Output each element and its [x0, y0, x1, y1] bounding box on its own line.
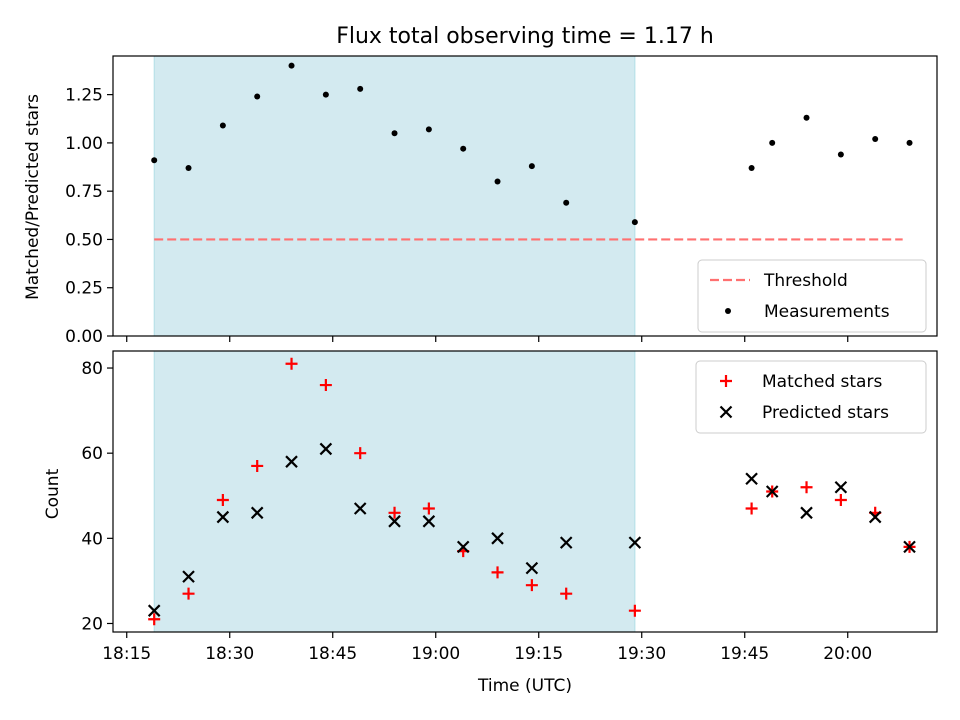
predicted-stars-point [765, 485, 779, 498]
matched-stars-point [422, 502, 435, 515]
matched-stars-point [182, 587, 195, 600]
measurements-point [322, 91, 329, 98]
x-tick-label: 18:30 [205, 644, 254, 664]
measurements-point [803, 114, 810, 121]
matched-stars-point [628, 604, 641, 617]
measurements-point [219, 122, 226, 129]
x-tick-label: 19:00 [411, 644, 460, 664]
matched-stars-point [560, 587, 573, 600]
matched-stars-point [354, 447, 367, 460]
matched-stars-point [525, 579, 538, 592]
legend-label: Predicted stars [762, 403, 889, 423]
predicted-stars-point [800, 506, 813, 520]
matched-stars-point [251, 459, 264, 472]
legend-label: Threshold [763, 271, 848, 291]
predicted-stars-point [250, 506, 264, 520]
measurements-point [151, 157, 158, 164]
predicted-stars-point [285, 455, 298, 468]
measurements-point [906, 139, 913, 146]
y-tick-label: 1.00 [65, 134, 103, 154]
matched-stars-point [319, 379, 332, 392]
matched-stars-point [216, 494, 229, 507]
matched-stars-point [834, 494, 847, 507]
legend-swatch [719, 405, 733, 419]
predicted-stars-point [745, 472, 758, 486]
measurements-point [563, 199, 570, 206]
observing-span [153, 55, 636, 337]
y-tick-label: 0.75 [65, 182, 103, 202]
predicted-stars-point [422, 515, 436, 528]
predicted-stars-point [182, 570, 195, 583]
matched-stars-point [388, 506, 401, 519]
y-tick-label: 0.25 [65, 279, 103, 299]
measurements-point [769, 139, 776, 146]
x-tick-label: 18:15 [102, 644, 151, 664]
y-tick-label: 80 [81, 359, 103, 379]
axes-frame [112, 350, 938, 633]
legend-box [697, 259, 927, 333]
measurements-point [357, 85, 364, 92]
observing-span [153, 350, 636, 633]
bottom-panel: 20 40 60 80 18:15 18:30 18:45 19:00 19:15 19:30 19… [81, 350, 938, 664]
measurements-point [837, 151, 844, 158]
measurements-point [872, 136, 879, 143]
y-tick-label: 1.25 [65, 86, 103, 106]
x-axis-label: Time (UTC) [477, 676, 572, 696]
y-tick-label: 20 [81, 614, 103, 634]
measurements-point [254, 93, 261, 100]
predicted-stars-point [216, 510, 230, 524]
matched-stars-point [491, 566, 504, 579]
y-tick-label: 40 [81, 529, 103, 549]
predicted-stars-point [456, 540, 470, 554]
legend-swatch [720, 375, 732, 387]
top-y-axis-label: Matched/Predicted stars [23, 94, 43, 300]
x-tick-label: 19:30 [617, 644, 666, 664]
predicted-stars-point [319, 442, 333, 456]
measurements-point [460, 145, 467, 152]
measurements-point [391, 130, 398, 137]
x-tick-label: 20:00 [823, 644, 872, 664]
matched-stars-point [745, 502, 758, 515]
measurements-point [631, 219, 638, 226]
legend-label: Matched stars [762, 372, 882, 392]
matched-stars-point [148, 613, 161, 626]
top-panel: 0.00 0.25 0.50 0.75 1.00 1.25 Threshold Measure… [65, 55, 938, 347]
y-tick-label: 0.50 [65, 230, 103, 250]
measurements-point [425, 126, 432, 133]
measurements-point [288, 62, 295, 69]
chart-title: Flux total observing time = 1.17 h [336, 24, 714, 49]
legend-swatch [725, 308, 731, 314]
measurements-point [528, 163, 535, 170]
predicted-stars-point [903, 540, 916, 554]
predicted-stars-point [147, 604, 161, 617]
predicted-stars-point [834, 480, 848, 494]
predicted-stars-point [559, 536, 573, 549]
matched-stars-point [800, 481, 813, 494]
x-tick-label: 18:45 [308, 644, 357, 664]
x-tick-label: 19:45 [720, 644, 769, 664]
predicted-stars-point [491, 532, 504, 545]
predicted-stars-point [353, 502, 367, 515]
predicted-stars-point [525, 561, 539, 575]
y-tick-label: 0.00 [65, 327, 103, 347]
predicted-stars-point [628, 536, 642, 549]
measurements-point [748, 165, 755, 171]
predicted-stars-point [388, 515, 401, 528]
legend-label: Measurements [764, 302, 890, 322]
legend-box [695, 360, 927, 434]
x-tick-label: 19:15 [514, 644, 563, 664]
bottom-y-axis-label: Count [43, 468, 63, 519]
axes-frame [112, 55, 938, 337]
measurements-point [185, 165, 192, 171]
y-tick-label: 60 [81, 444, 103, 464]
measurements-point [494, 178, 501, 185]
matched-stars-point [285, 357, 298, 370]
predicted-stars-point [868, 510, 882, 524]
